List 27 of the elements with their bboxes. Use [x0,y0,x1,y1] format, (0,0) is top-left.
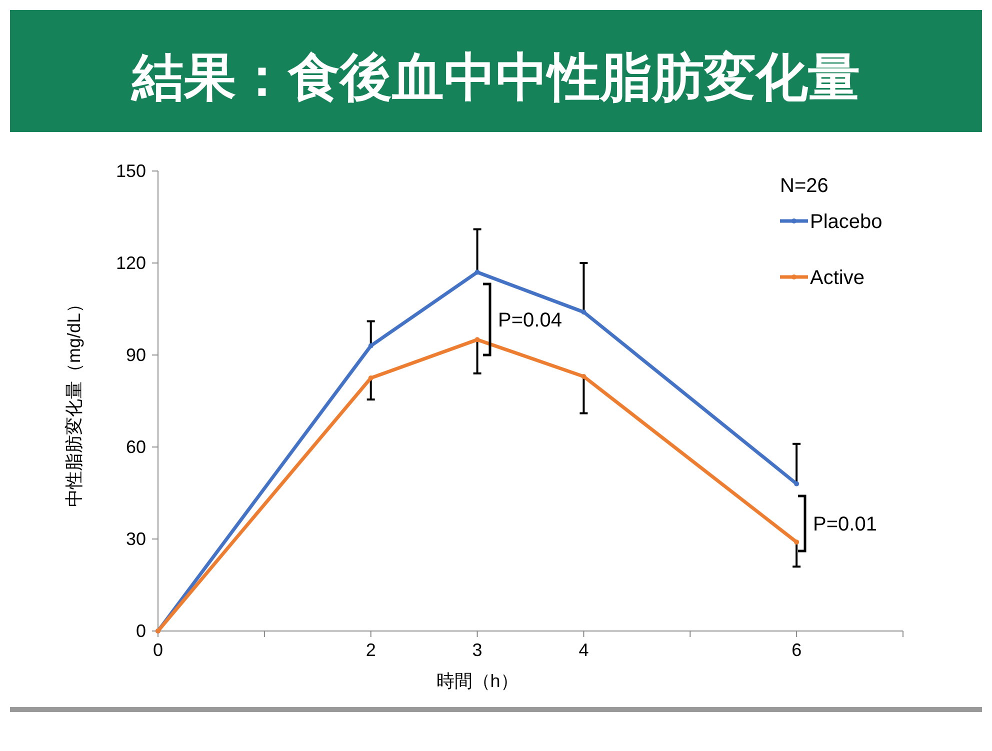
x-tick-label: 6 [792,640,802,660]
point [368,376,374,380]
y-tick-label: 0 [136,621,146,641]
point [581,374,586,379]
point [474,337,480,342]
point [368,343,374,348]
point [474,270,480,275]
y-axis-title: 中性脂肪変化量（mg/dL） [64,294,84,508]
legend-title: N=26 [780,175,828,197]
y-tick-label: 60 [126,437,146,457]
y-tick-label: 30 [126,529,146,549]
x-axis-title: 時間（h） [436,671,518,691]
annotation: P=0.04 [498,310,562,332]
x-tick-label: 2 [366,640,376,660]
y-tick-label: 150 [116,161,146,181]
x-tick-label: 0 [152,640,164,660]
point [794,481,800,486]
y-tick-label: 120 [116,253,146,273]
x-tick-label: 4 [578,640,589,660]
chart-title: 結果：食後血中中性脂肪変化量 [130,49,860,107]
legend-label: Placebo [810,211,882,233]
y-tick-label: 90 [126,345,146,365]
legend-label: Active [810,267,864,289]
point [581,310,586,315]
x-tick-label: 3 [472,640,482,660]
point [794,540,800,545]
annotation: P=0.01 [813,514,877,536]
